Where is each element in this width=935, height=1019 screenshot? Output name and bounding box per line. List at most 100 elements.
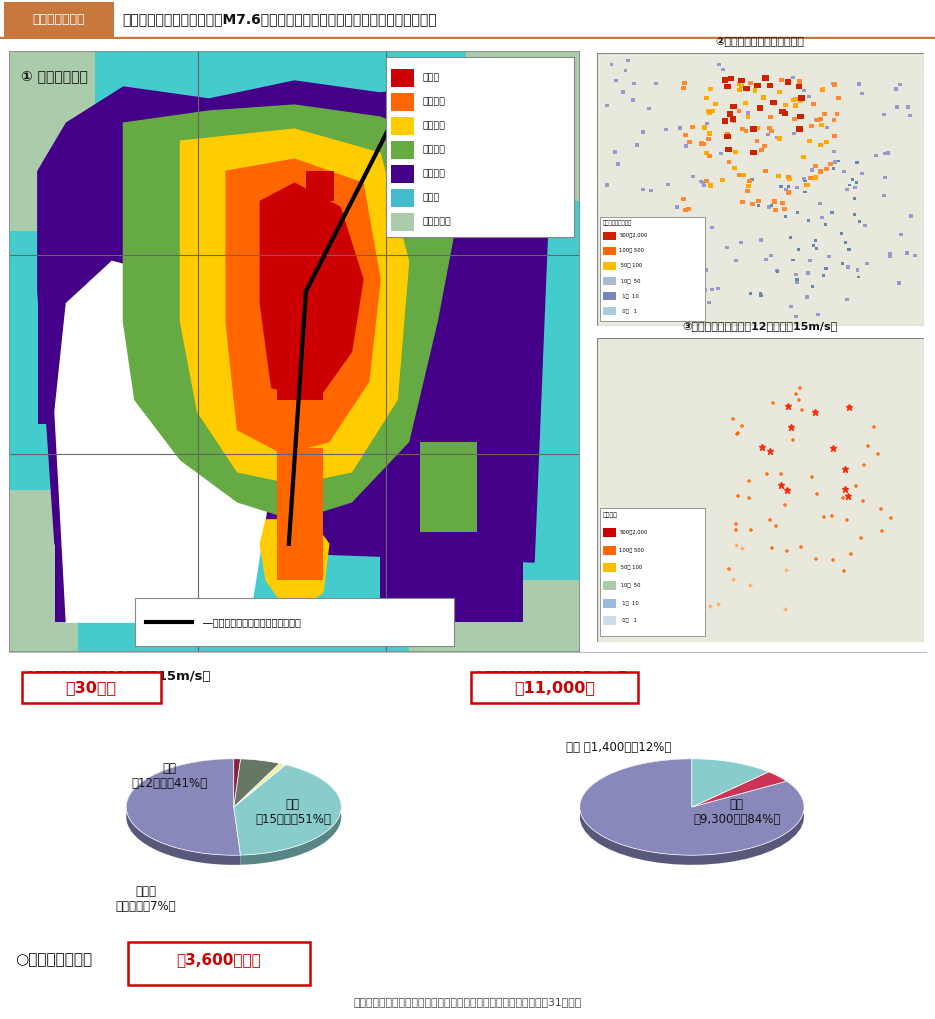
Bar bbox=[603, 247, 616, 255]
Bar bbox=[704, 151, 709, 155]
Bar bbox=[810, 168, 813, 171]
Bar bbox=[847, 249, 851, 252]
Bar bbox=[747, 179, 752, 183]
Bar bbox=[420, 202, 523, 382]
Bar bbox=[726, 247, 729, 250]
Bar bbox=[814, 238, 817, 242]
Bar bbox=[807, 95, 811, 98]
Bar bbox=[698, 179, 702, 183]
Bar bbox=[809, 175, 813, 180]
Bar bbox=[386, 57, 574, 237]
Text: 図２－３－４７: 図２－３－４７ bbox=[33, 13, 85, 25]
Bar bbox=[763, 169, 768, 173]
Bar bbox=[818, 202, 822, 205]
Bar bbox=[822, 274, 826, 276]
Bar bbox=[743, 101, 748, 105]
Bar bbox=[278, 447, 324, 580]
Bar bbox=[684, 144, 688, 147]
Bar bbox=[884, 176, 887, 179]
Bar bbox=[699, 142, 704, 146]
Bar bbox=[830, 211, 834, 214]
Bar bbox=[819, 123, 824, 127]
Bar bbox=[681, 197, 685, 201]
Bar bbox=[820, 88, 825, 92]
Bar bbox=[874, 154, 878, 157]
Bar bbox=[687, 141, 692, 145]
Polygon shape bbox=[37, 82, 552, 562]
Bar bbox=[811, 102, 815, 106]
Bar bbox=[761, 95, 766, 99]
Bar bbox=[610, 63, 613, 66]
Bar bbox=[797, 114, 803, 119]
Bar bbox=[753, 89, 757, 93]
Bar bbox=[632, 221, 637, 224]
Bar bbox=[824, 223, 827, 225]
Bar bbox=[622, 91, 626, 94]
Bar bbox=[812, 244, 815, 247]
Bar bbox=[624, 68, 627, 72]
Text: ②揺れによる全壊棟数の分布: ②揺れによる全壊棟数の分布 bbox=[715, 37, 805, 47]
Bar bbox=[739, 77, 745, 84]
Polygon shape bbox=[234, 764, 341, 855]
Bar bbox=[409, 592, 495, 652]
Bar bbox=[392, 69, 414, 87]
Bar bbox=[733, 150, 738, 154]
Bar bbox=[614, 78, 618, 83]
Bar bbox=[691, 175, 696, 178]
Bar bbox=[605, 104, 609, 107]
Bar bbox=[884, 152, 887, 155]
Bar bbox=[858, 220, 861, 223]
Polygon shape bbox=[240, 764, 341, 865]
Bar bbox=[750, 178, 754, 180]
Bar bbox=[683, 82, 687, 86]
Bar bbox=[708, 87, 713, 91]
Bar bbox=[745, 115, 751, 119]
Bar bbox=[796, 211, 799, 214]
Bar bbox=[701, 181, 705, 184]
Text: 10－  50: 10－ 50 bbox=[619, 278, 640, 283]
Bar bbox=[837, 160, 841, 162]
Bar bbox=[860, 92, 864, 95]
Bar bbox=[913, 254, 916, 257]
Bar bbox=[836, 96, 841, 100]
Bar bbox=[495, 580, 580, 652]
Bar bbox=[793, 103, 798, 107]
Text: ○死者数（冬朝5時，風速15m/s）: ○死者数（冬朝5時，風速15m/s） bbox=[473, 671, 626, 683]
Bar bbox=[797, 248, 800, 251]
Bar bbox=[815, 118, 820, 122]
Bar bbox=[603, 528, 616, 537]
Bar bbox=[707, 301, 711, 304]
Bar bbox=[835, 112, 840, 116]
Bar bbox=[392, 142, 414, 159]
Bar bbox=[706, 137, 711, 141]
Bar bbox=[740, 200, 744, 204]
Bar bbox=[759, 238, 763, 242]
Text: 1－  10: 1－ 10 bbox=[619, 293, 640, 299]
Bar bbox=[635, 144, 639, 147]
Bar bbox=[791, 259, 795, 262]
Bar bbox=[783, 207, 787, 211]
Bar bbox=[781, 201, 785, 205]
Bar bbox=[909, 214, 913, 218]
Bar bbox=[807, 219, 811, 222]
Bar bbox=[698, 291, 703, 296]
Text: 約30万棟: 約30万棟 bbox=[65, 680, 117, 695]
Bar bbox=[631, 99, 636, 102]
Bar bbox=[701, 142, 706, 146]
Text: ① 想定震度分布: ① 想定震度分布 bbox=[21, 69, 88, 83]
Bar bbox=[775, 270, 779, 273]
Bar bbox=[702, 184, 706, 187]
Bar bbox=[796, 278, 798, 281]
Bar bbox=[611, 289, 615, 292]
Bar bbox=[795, 185, 798, 189]
Bar bbox=[710, 226, 713, 229]
Text: 液状化
約２万棟（7%）: 液状化 約２万棟（7%） bbox=[115, 884, 176, 913]
Bar bbox=[888, 255, 892, 258]
Bar bbox=[818, 116, 823, 121]
Bar bbox=[888, 252, 892, 256]
Text: 500－2,000: 500－2,000 bbox=[619, 530, 648, 535]
Bar bbox=[814, 248, 818, 250]
Bar bbox=[654, 82, 658, 85]
Polygon shape bbox=[260, 183, 363, 399]
Bar bbox=[603, 598, 616, 607]
